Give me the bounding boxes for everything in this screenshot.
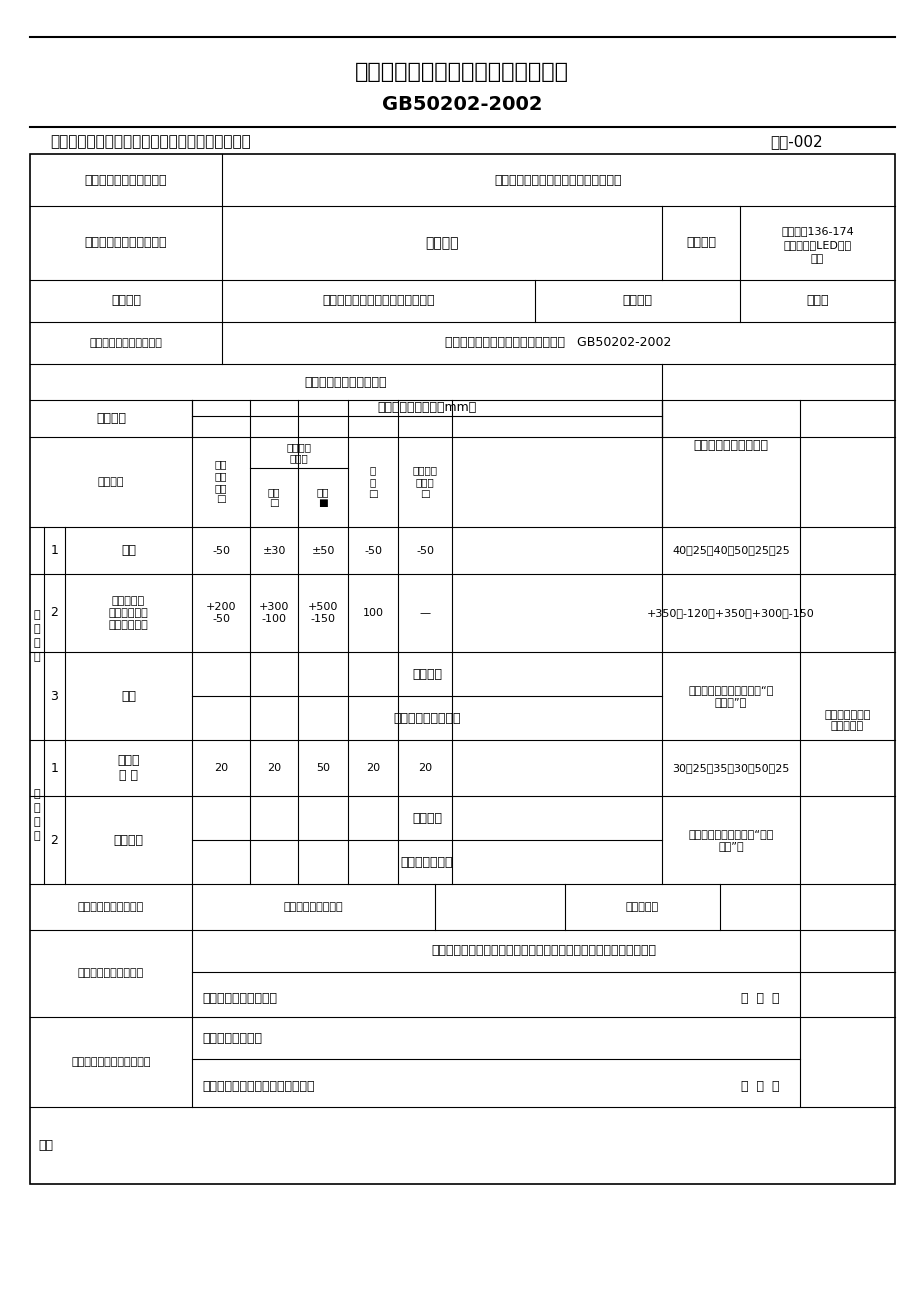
Text: 施工单位检查评定结果: 施工单位检查评定结果	[78, 969, 144, 979]
Text: 挖方场地
地平整: 挖方场地 地平整	[286, 441, 312, 464]
Text: 李建义: 李建义	[805, 294, 828, 307]
Text: 20: 20	[366, 763, 380, 773]
Text: 基底土性: 基底土性	[113, 833, 143, 846]
Text: 3: 3	[51, 690, 59, 703]
Text: 过坡: 过坡	[121, 690, 136, 703]
Text: 主控项目和一般项目全部合格，符合设计及施工质量验收规范要求。: 主控项目和一般项目全部合格，符合设计及施工质量验收规范要求。	[430, 944, 655, 957]
Text: 100: 100	[362, 608, 383, 618]
Text: 项: 项	[34, 638, 40, 648]
Text: 2: 2	[51, 833, 59, 846]
Text: 2: 2	[51, 607, 59, 620]
Text: 40、25、40、50、25、25: 40、25、40、50、25、25	[672, 546, 789, 556]
Text: 观察或土样分析: 观察或土样分析	[401, 855, 453, 868]
Text: +200
-50: +200 -50	[206, 603, 236, 624]
Text: 控: 控	[34, 625, 40, 634]
Text: 监理（建设）单
位验收记录: 监理（建设）单 位验收记录	[823, 710, 869, 732]
Bar	[30, 154, 894, 1184]
Text: 土方开挖工程检验批质量验收记录表: 土方开挖工程检验批质量验收记录表	[355, 62, 568, 82]
Text: 检查项目: 检查项目	[97, 477, 124, 487]
Text: -50: -50	[415, 546, 434, 556]
Text: ±50: ±50	[311, 546, 335, 556]
Text: 柱基
基坑
基槽
□: 柱基 基坑 基槽 □	[214, 460, 227, 504]
Text: ±30: ±30	[262, 546, 286, 556]
Text: 年  月  日: 年 月 日	[741, 1081, 779, 1094]
Text: 施工单位: 施工单位	[111, 294, 141, 307]
Text: 50: 50	[315, 763, 330, 773]
Text: （东向西136-174: （东向西136-174	[780, 227, 853, 236]
Text: 专业工长（施工员）: 专业工长（施工员）	[283, 902, 343, 911]
Text: 参考: 参考	[38, 1139, 53, 1152]
Text: 施工班组长: 施工班组长	[625, 902, 658, 911]
Text: 人工
□: 人工 □	[267, 487, 280, 508]
Text: 工程名称：鹤壁市鹤山区葵嘴线路灯新建改造工程: 工程名称：鹤壁市鹤山区葵嘴线路灯新建改造工程	[50, 134, 251, 150]
Text: 符合施工质量验收规范“检查
记录”。: 符合施工质量验收规范“检查 记录”。	[687, 829, 773, 850]
Text: 一: 一	[34, 789, 40, 799]
Text: 年  月  日: 年 月 日	[741, 992, 779, 1005]
Text: +500
-150: +500 -150	[308, 603, 338, 624]
Text: 20: 20	[267, 763, 281, 773]
Text: 表面平
整 度: 表面平 整 度	[117, 754, 140, 783]
Text: 20: 20	[214, 763, 228, 773]
Text: 长度、宽度
（由设计中心
线向两边量）: 长度、宽度 （由设计中心 线向两边量）	[108, 596, 148, 630]
Text: 地（路）
面基层
□: 地（路） 面基层 □	[412, 465, 437, 499]
Text: 1: 1	[51, 762, 59, 775]
Text: -50: -50	[211, 546, 230, 556]
Text: 基座: 基座	[810, 254, 823, 264]
Text: +300
-100: +300 -100	[258, 603, 289, 624]
Text: 验收部位: 验收部位	[686, 237, 715, 250]
Text: 目: 目	[34, 831, 40, 841]
Text: 施工质量验收规范的规定: 施工质量验收规范的规定	[304, 375, 387, 388]
Text: 20: 20	[417, 763, 432, 773]
Text: 项: 项	[34, 816, 40, 827]
Text: 项目经理: 项目经理	[622, 294, 652, 307]
Text: 标高: 标高	[121, 544, 136, 557]
Text: 符合施工质量验收规范，“检
查记录”。: 符合施工质量验收规范，“检 查记录”。	[687, 685, 773, 707]
Text: 鹤壁市鹤山区葵嘴线路灯新建改造工程: 鹤壁市鹤山区葵嘴线路灯新建改造工程	[494, 173, 621, 186]
Text: 般: 般	[34, 803, 40, 812]
Text: 鹤壁市国立光电科技股份有限公司: 鹤壁市国立光电科技股份有限公司	[322, 294, 435, 307]
Text: 专业监理工程师：: 专业监理工程师：	[202, 1031, 262, 1044]
Text: 管
沟
□: 管 沟 □	[368, 465, 378, 499]
Text: 检查项目: 检查项目	[96, 411, 126, 424]
Text: 单位（子单位）工程名称: 单位（子单位）工程名称	[85, 173, 167, 186]
Text: 土方工程: 土方工程	[425, 236, 459, 250]
Text: 施工执行标准名称及编号: 施工执行标准名称及编号	[89, 339, 163, 348]
Text: 施工单位检查评定结果: 施工单位检查评定结果	[78, 902, 144, 911]
Text: 机械
■: 机械 ■	[316, 487, 329, 508]
Text: +350、-120、+350、+300、-150: +350、-120、+350、+300、-150	[646, 608, 814, 618]
Text: 监理（建设）单位验收结论: 监理（建设）单位验收结论	[71, 1057, 151, 1068]
Text: （建设单位项目专业技术负责人）: （建设单位项目专业技术负责人）	[202, 1081, 314, 1094]
Text: 编号-002: 编号-002	[769, 134, 822, 150]
Text: -50: -50	[364, 546, 381, 556]
Text: 设计要求: 设计要求	[412, 811, 441, 824]
Text: 盏）太阳能LED路灯: 盏）太阳能LED路灯	[783, 240, 851, 250]
Text: GB50202-2002: GB50202-2002	[381, 95, 541, 113]
Text: 项目专业质量检查员：: 项目专业质量检查员：	[202, 992, 277, 1005]
Text: 观察或用坡度尺检查: 观察或用坡度尺检查	[392, 711, 460, 724]
Text: 建筑地基基础工程施工质量验收规范   GB50202-2002: 建筑地基基础工程施工质量验收规范 GB50202-2002	[445, 336, 671, 349]
Text: 1: 1	[51, 544, 59, 557]
Text: 目: 目	[34, 652, 40, 663]
Text: 设计要求: 设计要求	[412, 668, 441, 681]
Text: 施工单位检查评定记录: 施工单位检查评定记录	[693, 439, 767, 452]
Text: —: —	[419, 608, 430, 618]
Text: 分部（子分部）工程名称: 分部（子分部）工程名称	[85, 237, 167, 250]
Text: 允许偏差或允许值（mm）: 允许偏差或允许值（mm）	[377, 401, 476, 414]
Text: 主: 主	[34, 611, 40, 621]
Text: 30、25、35、30、50、25: 30、25、35、30、50、25	[672, 763, 789, 773]
